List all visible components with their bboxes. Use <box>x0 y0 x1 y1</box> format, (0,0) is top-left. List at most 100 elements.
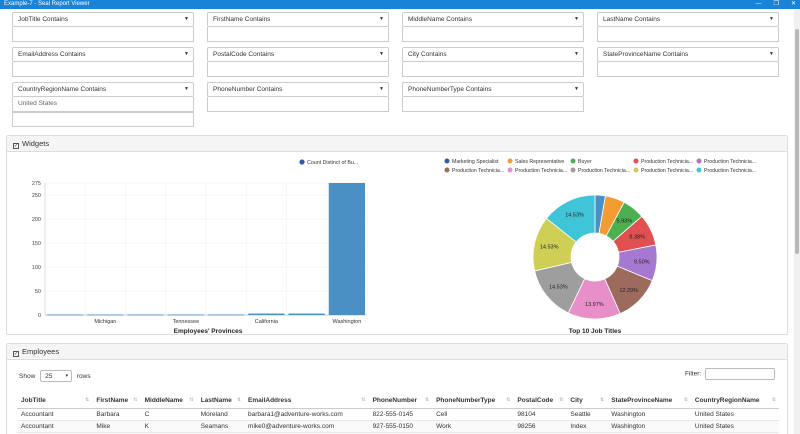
pie-slice <box>545 194 596 243</box>
table-cell: Liu <box>196 432 245 434</box>
table-cell: J <box>140 432 197 434</box>
scrollbar-thumb[interactable] <box>795 29 799 254</box>
minimize-button[interactable]: — <box>755 1 762 7</box>
collapse-icon[interactable]: ✓ <box>13 143 19 149</box>
filter-value-input[interactable] <box>207 97 389 112</box>
filter-operator-select[interactable]: PhoneNumberType Contains ▼ <box>402 82 584 97</box>
employees-header[interactable]: ✓ Employees <box>7 344 787 360</box>
chart-title: Employees' Provinces <box>174 328 243 335</box>
filter-operator-select[interactable]: PostalCode Contains ▼ <box>207 47 389 62</box>
legend-label: Production Technicia... <box>515 168 567 174</box>
filter-value-input[interactable] <box>207 62 389 77</box>
filter-operator-select[interactable]: MiddleName Contains ▼ <box>402 12 584 27</box>
table-cell: Accountant <box>17 420 93 433</box>
filter-operator-select[interactable]: EmailAddress Contains ▼ <box>12 47 194 62</box>
x-tick-label: Michigan <box>94 319 116 325</box>
legend-label: Production Technicia... <box>641 159 693 165</box>
filter-operator-select[interactable]: City Contains ▼ <box>402 47 584 62</box>
employees-table-wrap: JobTitle ⇅ FirstName ⇅ MiddleName ⇅ LastName ⇅ E… <box>17 394 779 434</box>
y-tick-label: 150 <box>32 241 41 247</box>
filter-operator-select[interactable]: CountryRegionName Contains ▼ <box>12 82 194 97</box>
table-cell: barbara1@adventure-works.com <box>244 408 369 421</box>
table-cell: david6@adventure-works.com <box>244 432 369 434</box>
filter-value-input[interactable] <box>597 62 779 77</box>
slice-label: 8.38% <box>629 234 645 240</box>
employees-panel: ✓ Employees Show 25 ▾ rows Filter: JobTitl… <box>6 343 788 434</box>
filter-label: PhoneNumber Contains <box>213 86 283 93</box>
sort-icon: ⇅ <box>133 397 138 404</box>
legend-label: Marketing Specialist <box>452 159 499 165</box>
table-cell: Accounts Manager <box>17 432 93 434</box>
legend-swatch <box>444 167 450 173</box>
filter-value-input[interactable]: United States <box>12 97 194 112</box>
caret-down-icon: ▼ <box>574 16 579 22</box>
column-header[interactable]: LastName ⇅ <box>196 394 245 409</box>
filter-value-input[interactable] <box>12 27 194 42</box>
legend-label: Count Distinct of Bu... <box>307 160 358 166</box>
filter-extra-input[interactable] <box>12 112 194 127</box>
filter-label: PhoneNumberType Contains <box>408 86 492 93</box>
chevron-down-icon: ▾ <box>65 373 69 379</box>
maximize-button[interactable]: ❐ <box>773 1 779 7</box>
sort-icon: ⇅ <box>236 397 242 404</box>
filter-value-input[interactable] <box>207 27 389 42</box>
window-title: Example-7 - Seal Report Viewer <box>4 1 90 7</box>
column-header-label: EmailAddress <box>248 397 292 405</box>
table-cell: Cell <box>432 408 514 421</box>
filter-operator-select[interactable]: PhoneNumber Contains ▼ <box>207 82 389 97</box>
collapse-icon[interactable]: ✓ <box>13 351 19 357</box>
table-cell: Index <box>566 420 608 433</box>
column-header[interactable]: FirstName ⇅ <box>92 394 141 409</box>
column-header[interactable]: PostalCode ⇅ <box>513 394 567 409</box>
column-header-label: PhoneNumberType <box>436 397 496 405</box>
column-header[interactable]: StateProvinceName ⇅ <box>607 394 691 409</box>
filter-label: City Contains <box>408 51 447 58</box>
filter-value-input[interactable] <box>402 97 584 112</box>
filter-value-input[interactable] <box>402 27 584 42</box>
table-cell: K <box>140 420 197 433</box>
table-cell: 822-555-0145 <box>368 408 433 421</box>
column-header[interactable]: City ⇅ <box>566 394 608 409</box>
column-header-label: LastName <box>200 397 232 405</box>
table-cell: 646-555-0185 <box>368 432 433 434</box>
filter-group: PhoneNumber Contains ▼ <box>207 82 389 112</box>
legend-swatch <box>633 167 639 173</box>
column-header[interactable]: PhoneNumber ⇅ <box>368 394 433 409</box>
close-button[interactable]: ✕ <box>790 1 796 7</box>
table-row[interactable]: Accountant Barbara C Moreland barbara1@adven… <box>17 408 779 421</box>
table-row[interactable]: Accountant Mike K Seamans mike0@adventure-wo… <box>17 420 779 433</box>
page-size-select[interactable]: 25 ▾ <box>40 370 73 382</box>
vertical-scrollbar[interactable] <box>794 9 800 434</box>
widgets-header[interactable]: ✓ Widgets <box>7 136 787 152</box>
column-header[interactable]: JobTitle ⇅ <box>17 394 93 409</box>
legend-label: Production Technicia... <box>578 168 630 174</box>
filter-value-input[interactable] <box>597 27 779 42</box>
filter-input[interactable] <box>705 368 775 380</box>
chart-title: Top 10 Job Titles <box>569 328 622 335</box>
column-header[interactable]: MiddleName ⇅ <box>140 394 197 409</box>
column-header-label: FirstName <box>96 397 129 405</box>
filter-value-input[interactable] <box>402 62 584 77</box>
sort-icon: ⇅ <box>361 397 366 404</box>
legend-label: Production Technicia... <box>452 168 504 174</box>
filter-group: FirstName Contains ▼ <box>207 12 389 42</box>
filter-operator-select[interactable]: LastName Contains ▼ <box>597 12 779 27</box>
bar <box>328 183 365 315</box>
column-header[interactable]: EmailAddress ⇅ <box>244 394 369 409</box>
bar <box>248 313 285 315</box>
filter-operator-select[interactable]: FirstName Contains ▼ <box>207 12 389 27</box>
show-label: Show <box>19 373 36 380</box>
sort-icon: ⇅ <box>424 397 430 404</box>
table-row[interactable]: Accounts ManagerDavidJLiudavid6@adventur… <box>17 432 779 434</box>
filter-value-input[interactable] <box>12 62 194 77</box>
column-header[interactable]: PhoneNumberType ⇅ <box>432 394 514 409</box>
y-tick-label: 50 <box>35 289 41 295</box>
x-tick-label: Washington <box>332 319 361 325</box>
slice-label: 14.53% <box>565 213 584 219</box>
filter-operator-select[interactable]: JobTitle Contains ▼ <box>12 12 194 27</box>
table-cell: C <box>140 408 197 421</box>
filter-operator-select[interactable]: StateProvinceName Contains ▼ <box>597 47 779 62</box>
column-header[interactable]: CountryRegionName ⇅ <box>690 394 779 409</box>
table-cell: Washington <box>607 420 691 433</box>
job-titles-pie-chart: Marketing Specialist Sales Representative… <box>444 158 756 335</box>
